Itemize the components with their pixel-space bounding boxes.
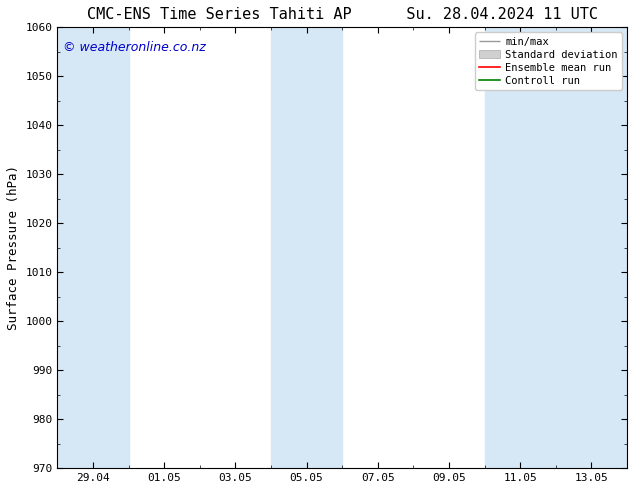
Title: CMC-ENS Time Series Tahiti AP      Su. 28.04.2024 11 UTC: CMC-ENS Time Series Tahiti AP Su. 28.04.… <box>87 7 598 22</box>
Y-axis label: Surface Pressure (hPa): Surface Pressure (hPa) <box>7 165 20 330</box>
Legend: min/max, Standard deviation, Ensemble mean run, Controll run: min/max, Standard deviation, Ensemble me… <box>475 32 622 90</box>
Text: © weatheronline.co.nz: © weatheronline.co.nz <box>63 41 206 53</box>
Bar <box>57 27 129 468</box>
Bar <box>271 27 342 468</box>
Bar <box>556 27 627 468</box>
Bar <box>484 27 556 468</box>
